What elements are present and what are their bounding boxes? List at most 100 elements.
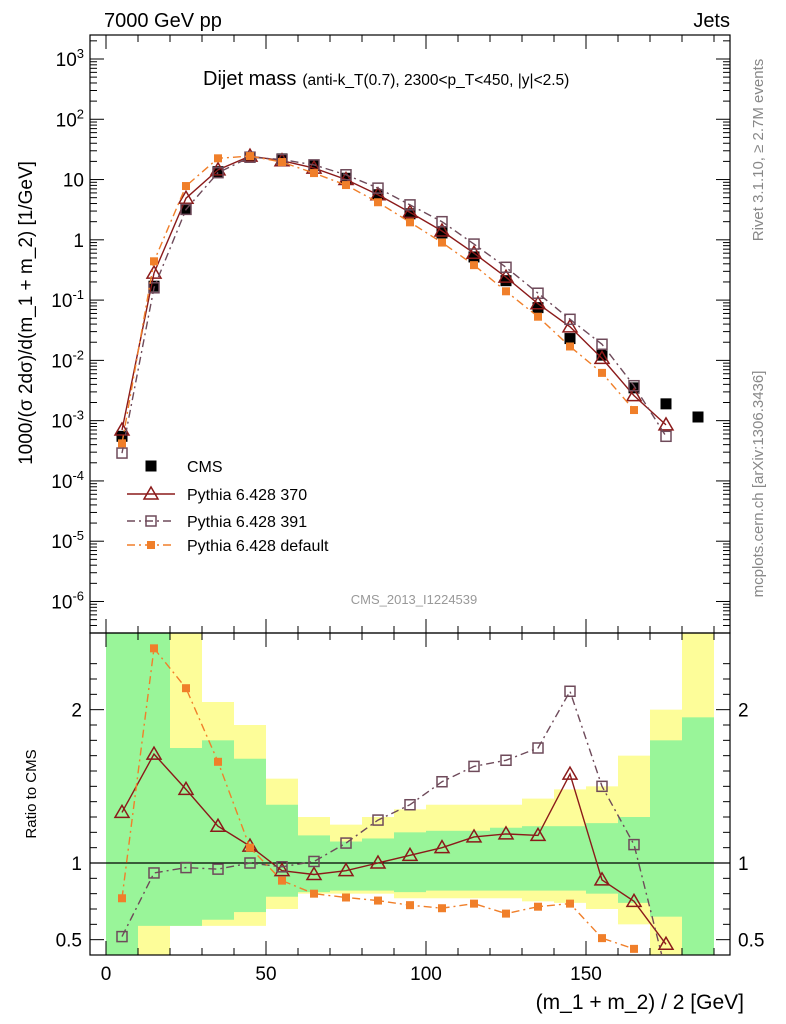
data-point — [657, 935, 675, 951]
data-point — [566, 342, 574, 351]
legend-marker — [145, 515, 157, 527]
data-point — [598, 368, 606, 377]
data-point — [308, 855, 320, 868]
data-point — [310, 169, 318, 178]
y-tick-label: 10-2 — [51, 347, 84, 372]
ratio-x-axis-label: (m_1 + m_2) / 2 [GeV] — [536, 991, 744, 1014]
data-point — [438, 238, 446, 247]
series-line — [121, 156, 667, 454]
band-inner — [650, 740, 682, 917]
upper-series-pythia-6-428-370 — [113, 147, 675, 436]
data-point — [182, 684, 190, 693]
data-point — [566, 899, 574, 908]
data-point — [118, 894, 126, 903]
data-point — [150, 644, 158, 653]
data-point — [212, 863, 224, 875]
data-point — [465, 244, 483, 259]
upper-series-cms — [116, 151, 704, 442]
ratio-series-pythia-6-428-370 — [113, 745, 675, 951]
band-inner — [362, 838, 394, 891]
data-point — [497, 825, 515, 840]
data-point — [145, 264, 163, 279]
data-point — [180, 861, 192, 874]
data-point — [374, 198, 382, 207]
data-point — [113, 421, 131, 436]
data-point — [305, 866, 323, 881]
band-inner — [458, 830, 490, 891]
data-series — [113, 147, 704, 955]
x-tick-label: 50 — [255, 964, 276, 985]
y-tick-label: 10-6 — [51, 588, 84, 613]
data-point — [468, 238, 480, 250]
data-point — [116, 930, 128, 943]
data-point — [406, 901, 414, 910]
data-point — [500, 275, 512, 287]
band-inner — [234, 758, 266, 913]
data-point — [246, 152, 254, 161]
data-point — [177, 189, 195, 204]
data-point — [148, 867, 160, 879]
title-sub: (anti-k_T(0.7), 2300<p_T<450, |y|<2.5) — [302, 72, 569, 89]
legend-marker — [145, 460, 157, 472]
data-point — [273, 862, 291, 877]
upper-plot-title: Dijet mass (anti-k_T(0.7), 2300<p_T<450, … — [203, 68, 569, 90]
y-tick-label: 102 — [56, 106, 84, 131]
data-point — [468, 251, 480, 263]
data-point — [529, 826, 547, 842]
data-point — [468, 760, 480, 773]
data-point — [596, 338, 608, 351]
data-point — [500, 261, 512, 274]
data-point — [660, 398, 672, 410]
band-inner — [586, 823, 618, 894]
data-point — [564, 313, 576, 326]
upper-y-axis-label: 1000/(σ 2dσ)/d(m_1 + m_2) [1/GeV] — [16, 161, 37, 465]
x-tick-label: 100 — [410, 964, 442, 985]
data-point — [630, 944, 638, 953]
ratio-y-tick-label-right: 0.5 — [738, 931, 764, 952]
data-point — [534, 902, 542, 911]
ratio-y-axis-label: Ratio to CMS — [23, 749, 40, 838]
data-point — [209, 161, 227, 176]
band-inner — [106, 633, 138, 955]
band-inner — [170, 748, 202, 926]
data-point — [145, 745, 163, 760]
data-point — [433, 839, 451, 854]
data-point — [534, 312, 542, 321]
data-point — [212, 166, 224, 178]
data-point — [340, 172, 352, 184]
y-tick-label: 1 — [73, 231, 84, 252]
data-point — [401, 203, 419, 219]
data-point — [657, 416, 675, 431]
band-inner — [522, 826, 554, 891]
legend-label: Pythia 6.428 391 — [187, 514, 307, 531]
data-point — [502, 909, 510, 918]
data-point — [340, 169, 352, 181]
data-point — [596, 349, 608, 361]
data-point — [372, 814, 384, 826]
upper-series-pythia-6-428-default — [118, 152, 638, 448]
data-point — [214, 154, 222, 163]
data-point — [209, 817, 227, 832]
data-point — [593, 349, 611, 365]
plot-watermark: CMS_2013_I1224539 — [351, 592, 478, 607]
ratio-series-pythia-6-428-default — [118, 644, 638, 953]
title-main: Dijet mass — [203, 68, 296, 90]
data-point — [401, 846, 419, 862]
x-tick-label: 150 — [570, 964, 602, 985]
data-point — [342, 181, 350, 190]
data-point — [497, 268, 515, 283]
legend: CMS Pythia 6.428 370 Pythia 6.428 391 Pythi… — [127, 459, 329, 555]
data-point — [564, 685, 576, 698]
data-point — [628, 838, 640, 851]
y-tick-label: 10-1 — [51, 287, 84, 312]
data-point — [374, 896, 382, 905]
data-point — [182, 182, 190, 191]
band-inner — [490, 827, 522, 891]
data-point — [433, 222, 451, 237]
ratio-y-tick-label-right: 2 — [738, 701, 749, 722]
data-point — [404, 199, 416, 211]
axis-ticks: 10-6 10-5 10-4 10-3 10-2 10-1 1 10 102 103 0 50 100 1… — [51, 35, 764, 985]
data-point — [465, 828, 483, 843]
ratio-frame — [89, 632, 731, 956]
